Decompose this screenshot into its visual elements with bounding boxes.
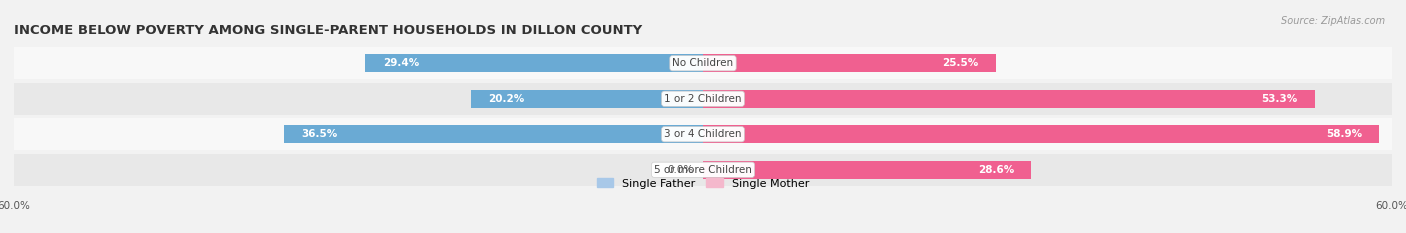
Bar [14, 83, 1392, 115]
Bar [703, 125, 1379, 144]
Text: 1 or 2 Children: 1 or 2 Children [664, 94, 742, 104]
Bar [14, 47, 1392, 79]
Text: 58.9%: 58.9% [1326, 129, 1362, 139]
Text: No Children: No Children [672, 58, 734, 68]
Text: 0.0%: 0.0% [668, 165, 693, 175]
Legend: Single Father, Single Mother: Single Father, Single Mother [592, 174, 814, 193]
Bar [703, 161, 1032, 179]
Text: Source: ZipAtlas.com: Source: ZipAtlas.com [1281, 16, 1385, 26]
Text: 28.6%: 28.6% [979, 165, 1014, 175]
Bar [703, 89, 1315, 108]
Bar [14, 118, 1392, 150]
Text: 25.5%: 25.5% [942, 58, 979, 68]
Bar [703, 54, 995, 72]
Bar [471, 89, 703, 108]
Text: 20.2%: 20.2% [488, 94, 524, 104]
Text: INCOME BELOW POVERTY AMONG SINGLE-PARENT HOUSEHOLDS IN DILLON COUNTY: INCOME BELOW POVERTY AMONG SINGLE-PARENT… [14, 24, 643, 37]
Text: 29.4%: 29.4% [382, 58, 419, 68]
Bar [14, 154, 1392, 186]
Bar [366, 54, 703, 72]
Text: 5 or more Children: 5 or more Children [654, 165, 752, 175]
Text: 3 or 4 Children: 3 or 4 Children [664, 129, 742, 139]
Text: 53.3%: 53.3% [1261, 94, 1298, 104]
Text: 36.5%: 36.5% [301, 129, 337, 139]
Bar [284, 125, 703, 144]
